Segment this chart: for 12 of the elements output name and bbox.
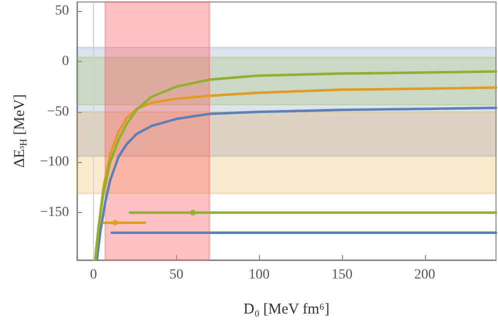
x-tick-label: 200 (414, 268, 436, 282)
x-tick-label: 50 (169, 268, 184, 282)
y-tick-label: −150 (40, 205, 69, 220)
x-axis-title: D₀ [MeV fm⁶] (243, 302, 330, 318)
y-tick-label: −100 (40, 154, 69, 170)
x-tick-label: 100 (248, 268, 270, 282)
x-tick-label: 150 (331, 268, 352, 282)
x-tick-label: 0 (90, 268, 98, 282)
y-tick-label: 50 (55, 4, 69, 19)
y-tick-label: 0 (62, 54, 69, 69)
y-tick-label: −50 (47, 104, 69, 120)
y-axis-title: ΔE³H [MeV] (12, 94, 30, 168)
